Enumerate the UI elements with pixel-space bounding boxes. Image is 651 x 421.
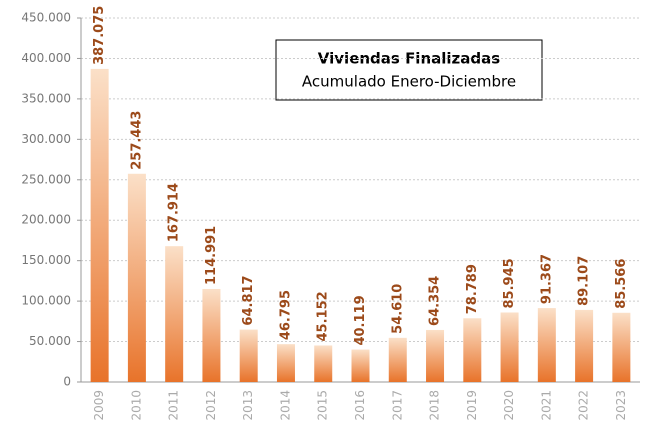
x-tick-label: 2012 (204, 390, 218, 421)
x-tick-label: 2009 (92, 390, 106, 421)
x-tick-label: 2017 (390, 390, 404, 421)
bar (127, 173, 146, 382)
y-tick-label: 250.000 (21, 172, 71, 186)
value-label: 54.610 (390, 284, 405, 334)
x-tick-label: 2015 (316, 390, 330, 421)
value-label: 64.354 (428, 276, 443, 326)
y-tick-label: 50.000 (29, 334, 71, 348)
chart-subtitle: Acumulado Enero-Diciembre (302, 73, 516, 91)
title-box (275, 39, 543, 101)
value-label: 85.945 (502, 258, 517, 308)
bar (575, 309, 594, 382)
bar (388, 337, 407, 382)
value-label: 78.789 (465, 264, 480, 314)
bar (239, 329, 258, 382)
x-tick-label: 2010 (129, 390, 143, 421)
bar (276, 344, 295, 382)
y-tick-label: 350.000 (21, 91, 71, 105)
value-label: 46.795 (278, 290, 293, 340)
x-tick-label: 2023 (614, 390, 628, 421)
x-tick-label: 2019 (465, 390, 479, 421)
value-label: 89.107 (577, 256, 592, 306)
y-tick-label: 150.000 (21, 253, 71, 267)
value-label: 387.075 (92, 6, 107, 65)
x-tick-label: 2020 (502, 390, 516, 421)
x-tick-label: 2013 (241, 390, 255, 421)
y-tick-label: 450.000 (21, 11, 71, 25)
x-tick-label: 2021 (539, 390, 553, 421)
value-label: 40.119 (353, 295, 368, 345)
y-tick-label: 100.000 (21, 294, 71, 308)
bar (90, 68, 109, 383)
value-label: 257.443 (129, 111, 144, 170)
value-label: 85.566 (614, 259, 629, 309)
y-tick-label: 300.000 (21, 132, 71, 146)
x-tick-label: 2022 (577, 390, 591, 421)
x-tick-label: 2014 (278, 390, 292, 421)
value-label: 167.914 (167, 183, 182, 242)
bar (463, 318, 482, 382)
x-tick-label: 2011 (167, 390, 181, 421)
bar (500, 312, 519, 382)
value-label: 64.817 (241, 275, 256, 325)
y-tick-label: 0 (63, 375, 71, 389)
y-tick-label: 400.000 (21, 51, 71, 65)
y-tick-label: 200.000 (21, 213, 71, 227)
bar (612, 312, 631, 382)
bar (351, 349, 370, 382)
bar (202, 288, 221, 382)
bar (537, 308, 556, 382)
value-label: 114.991 (204, 226, 219, 285)
value-label: 45.152 (316, 291, 331, 341)
x-tick-label: 2016 (353, 390, 367, 421)
bar (426, 329, 445, 382)
value-label: 91.367 (539, 254, 554, 304)
x-tick-label: 2018 (428, 390, 442, 421)
bar (314, 345, 333, 382)
bar (165, 246, 184, 382)
